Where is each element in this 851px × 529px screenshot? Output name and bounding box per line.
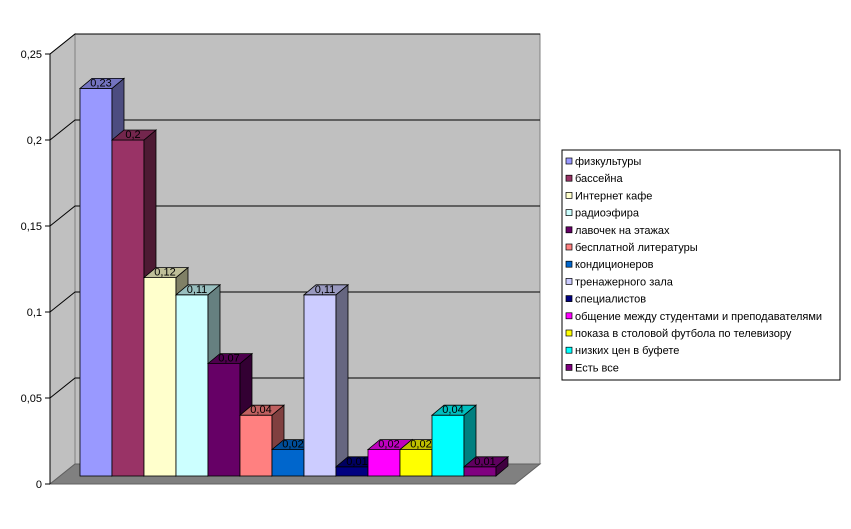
legend-label: Интернет кафе — [575, 190, 652, 202]
data-label: 0,11 — [315, 284, 336, 296]
legend-label: кондиционеров — [575, 259, 654, 271]
gridline — [49, 119, 540, 141]
data-label: 0,02 — [410, 439, 431, 451]
bar-top — [430, 404, 478, 416]
gridline — [49, 205, 540, 227]
legend-swatch — [565, 346, 573, 354]
bar-top — [462, 456, 510, 468]
data-label: 0,12 — [154, 267, 175, 279]
bar-front — [111, 139, 145, 477]
data-label: 0,07 — [218, 353, 239, 365]
bar-front — [367, 449, 401, 477]
data-labels: 0,23 0,2 0,12 0,11 0,07 0,04 0,02 0,11 0,01 0,02 0… — [90, 77, 495, 467]
bar-front — [431, 414, 465, 477]
bar-front — [303, 294, 337, 477]
legend-label: общение между студентами и преподавателя… — [575, 311, 822, 323]
legend: физкультуры бассейна Интернет кафе радиоэфи… — [561, 149, 841, 381]
legend-item: низких цен в буфете — [565, 345, 679, 357]
legend-item: физкультуры — [565, 156, 641, 168]
legend-item: лавочек на этажах — [565, 225, 670, 237]
bar-front — [399, 449, 433, 477]
legend-label: физкультуры — [575, 156, 641, 168]
gridline — [49, 33, 540, 55]
y-tick-label: 0 — [36, 479, 42, 491]
y-tick-label: 0,05 — [21, 393, 42, 405]
legend-item: кондиционеров — [565, 259, 654, 271]
bar-top — [302, 284, 350, 296]
legend-swatch — [565, 192, 573, 199]
legend-box — [561, 149, 841, 381]
gridlines — [49, 33, 540, 399]
bar — [302, 283, 350, 477]
legend-swatch — [565, 174, 573, 182]
legend-item: Интернет кафе — [565, 190, 652, 202]
bar-front — [239, 414, 273, 477]
data-label: 0,2 — [125, 129, 140, 141]
bar-top — [206, 353, 254, 365]
legend-item: бассейна — [565, 173, 624, 185]
gridline — [49, 291, 540, 313]
y-tick-label: 0,25 — [21, 49, 42, 61]
bar-front — [207, 363, 241, 477]
data-label: 0,01 — [474, 456, 495, 468]
legend-swatch — [565, 364, 573, 371]
bar-top — [110, 129, 158, 141]
legend-swatch — [565, 312, 573, 320]
legend-swatch — [565, 260, 573, 268]
legend-swatch — [565, 209, 573, 216]
legend-item: Есть все — [565, 362, 619, 374]
bar-top — [142, 267, 190, 279]
bar-top — [174, 284, 222, 296]
bar — [430, 404, 478, 477]
legend-label: низких цен в буфете — [575, 345, 679, 357]
y-tick-label: 0,15 — [21, 221, 42, 233]
legend-item: радиоэфира — [565, 208, 640, 220]
data-label: 0,23 — [90, 77, 111, 89]
legend-item: общение между студентами и преподавателя… — [565, 311, 822, 323]
legend-item: показа в столовой футбола по телевизору — [565, 328, 792, 340]
y-tick-label: 0,1 — [27, 307, 42, 319]
bar-front — [175, 294, 209, 477]
bar-top — [238, 404, 286, 416]
legend-label: бесплатной литературы — [575, 242, 698, 254]
legend-label: показа в столовой футбола по телевизору — [575, 328, 792, 340]
data-label: 0,11 — [187, 284, 208, 296]
bar — [110, 129, 158, 477]
bar-front — [335, 466, 369, 477]
data-label: 0,02 — [378, 439, 399, 451]
legend-swatch — [565, 243, 573, 251]
bar — [462, 455, 510, 477]
legend-label: лавочек на этажах — [575, 225, 670, 237]
legend-swatch — [565, 278, 573, 285]
legend-item: тренажерного зала — [565, 276, 674, 288]
data-label: 0,02 — [282, 439, 303, 451]
legend-label: бассейна — [575, 173, 624, 185]
bar-front — [271, 449, 305, 477]
bar-front — [143, 277, 177, 477]
legend-swatch — [565, 295, 573, 302]
legend-swatch — [565, 157, 573, 165]
legend-item: специалистов — [565, 294, 646, 306]
data-label: 0,01 — [346, 456, 367, 468]
y-tick-label: 0,2 — [27, 135, 42, 147]
legend-label: Есть все — [575, 362, 619, 374]
side-wall — [49, 32, 76, 486]
bar-top — [78, 78, 126, 89]
legend-label: радиоэфира — [575, 208, 640, 220]
bar-front — [463, 466, 497, 477]
legend-swatch — [565, 226, 573, 234]
gridline — [49, 377, 540, 399]
legend-swatch — [565, 329, 573, 337]
data-label: 0,04 — [250, 404, 271, 416]
y-axis: 0 0,05 0,1 0,15 0,2 0,25 — [21, 49, 51, 491]
legend-label: специалистов — [575, 294, 646, 306]
bar-front — [79, 88, 113, 477]
legend-item: бесплатной литературы — [565, 242, 698, 254]
bars — [78, 77, 510, 477]
legend-label: тренажерного зала — [575, 276, 674, 288]
data-label: 0,04 — [442, 404, 463, 416]
bar-side — [335, 283, 349, 477]
